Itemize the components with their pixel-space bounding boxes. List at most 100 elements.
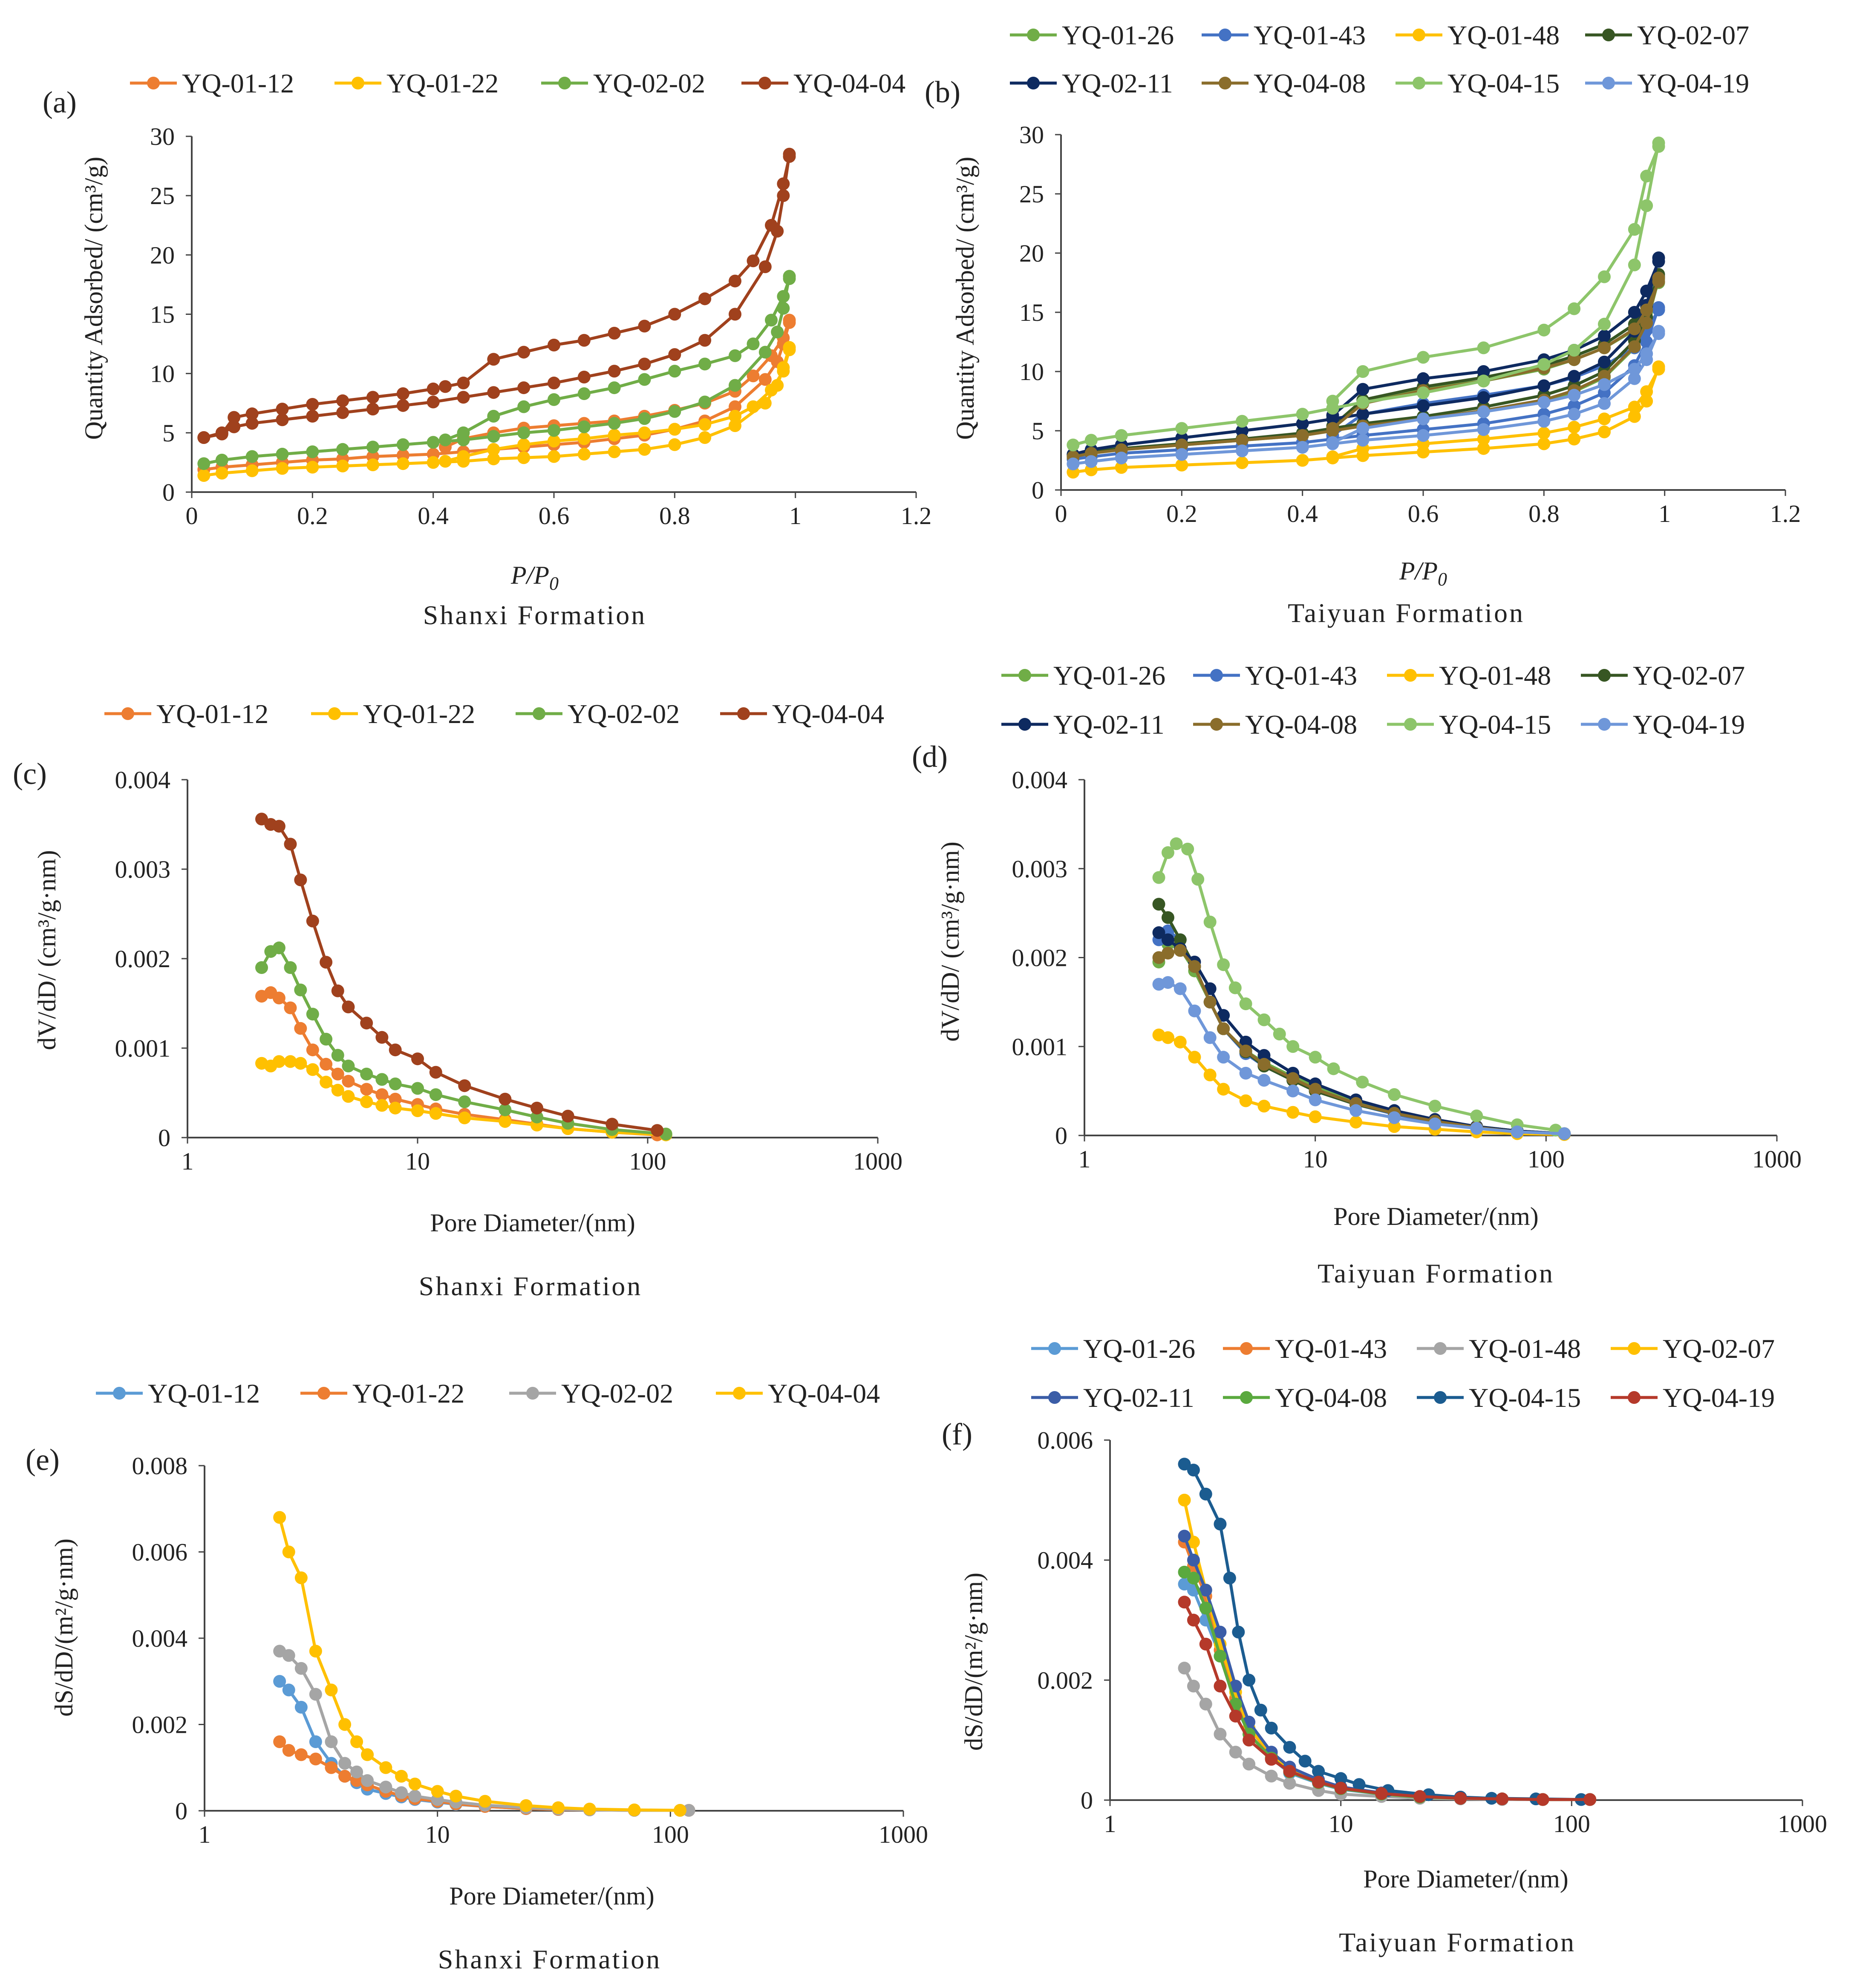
- panel-f-point-yq-04-08: [1178, 1565, 1191, 1579]
- panel-a-point-yq-02-02: [638, 412, 651, 425]
- panel-d-point-yq-04-08: [1217, 1022, 1230, 1035]
- panel-a-legend-label: YQ-01-12: [182, 68, 294, 98]
- panel-b-legend-swatch-marker: [1027, 29, 1040, 41]
- panel-a-point-yq-01-22: [439, 455, 452, 468]
- panel-e-xlabel: Pore Diameter/(nm): [449, 1882, 655, 1910]
- panel-a-xtick-label: 1.2: [901, 502, 932, 530]
- panel-b-xtick-label: 0.8: [1528, 500, 1560, 527]
- panel-c-point-yq-01-22: [411, 1104, 424, 1117]
- panel-e-point-yq-04-04: [431, 1785, 444, 1798]
- panel-f-point-yq-01-48: [1243, 1758, 1256, 1771]
- panel-b-legend-label: YQ-04-19: [1637, 68, 1749, 98]
- panel-a-point-yq-02-02: [439, 433, 452, 447]
- panel-b-point-yq-04-08: [1628, 322, 1641, 335]
- panel-f-point-yq-02-11: [1199, 1584, 1212, 1597]
- panel-e-legend-label: YQ-01-22: [352, 1378, 464, 1409]
- panel-d: (d) YQ-01-26 YQ-01-43 YQ-01-48 YQ-02-07YQ-0…: [912, 660, 1802, 1288]
- panel-b-point-yq-01-48: [1477, 442, 1490, 455]
- panel-e-point-yq-02-02: [682, 1804, 695, 1817]
- panel-a-ytick-label: 25: [150, 182, 175, 210]
- panel-e-point-yq-02-02: [408, 1789, 421, 1803]
- panel-a-xtick-label: 0: [186, 502, 198, 530]
- panel-c-legend-item: YQ-01-12: [104, 699, 268, 729]
- panel-b-point-yq-02-11: [1296, 417, 1309, 430]
- panel-a-legend: YQ-01-12 YQ-01-22 YQ-02-02 YQ-04-04: [130, 68, 905, 98]
- panel-e-legend-swatch-marker: [733, 1387, 746, 1400]
- panel-f-point-yq-04-15: [1199, 1487, 1212, 1501]
- panel-f-ytick-label: 0.002: [1038, 1666, 1093, 1694]
- panel-a-xtick-label: 0.4: [418, 502, 449, 530]
- panel-a-point-yq-01-22: [457, 450, 470, 463]
- panel-a-point-yq-02-02: [215, 453, 228, 467]
- panel-b-legend-label: YQ-01-43: [1254, 20, 1366, 50]
- panel-f-point-yq-04-08: [1199, 1602, 1212, 1615]
- panel-a-point-yq-02-02: [276, 447, 289, 461]
- panel-a-point-yq-02-02: [668, 365, 681, 378]
- panel-a-point-yq-02-02: [783, 272, 796, 285]
- panel-b-point-yq-04-08: [1296, 429, 1309, 442]
- panel-a-series-yq-04-04: [197, 147, 796, 444]
- panel-c-point-yq-01-12: [389, 1092, 402, 1106]
- panel-c-legend-item: YQ-04-04: [720, 699, 884, 729]
- panel-a-point-yq-04-04: [548, 376, 560, 389]
- panel-c-legend-label: YQ-01-12: [156, 699, 268, 729]
- panel-a-point-yq-01-12: [783, 314, 796, 327]
- panel-f-xtick-label: 1: [1104, 1810, 1116, 1838]
- panel-b-point-yq-04-19: [1417, 429, 1430, 442]
- panel-b-point-yq-01-48: [1236, 456, 1248, 470]
- panel-c-point-yq-01-12: [331, 1067, 344, 1080]
- panel-b-point-yq-04-19: [1084, 455, 1098, 468]
- panel-d-label: (d): [912, 740, 948, 774]
- panel-d-legend-label: YQ-02-11: [1053, 709, 1165, 740]
- panel-e-ytick-label: 0.006: [132, 1539, 188, 1566]
- panel-f-ytick-label: 0.006: [1038, 1426, 1093, 1454]
- panel-b-point-yq-04-08: [1652, 275, 1665, 288]
- panel-c-point-yq-01-12: [272, 991, 285, 1005]
- panel-a-point-yq-04-04: [577, 334, 591, 347]
- panel-b-point-yq-02-11: [1417, 399, 1430, 412]
- panel-f-series-yq-01-43: [1178, 1536, 1597, 1806]
- panel-c-point-yq-01-22: [331, 1083, 344, 1097]
- panel-a-xtick-label: 0.6: [539, 502, 570, 530]
- panel-d-point-yq-04-08: [1174, 944, 1187, 957]
- panel-d-point-yq-02-11: [1152, 926, 1165, 939]
- panel-e: (e) YQ-01-12 YQ-01-22 YQ-02-02 YQ-04-04 1 10…: [26, 1378, 928, 1974]
- panel-d-legend-label: YQ-02-07: [1633, 660, 1745, 691]
- panel-a-point-yq-04-04: [777, 189, 790, 202]
- panel-b-point-yq-04-15: [1296, 408, 1309, 421]
- panel-d-point-yq-04-19: [1257, 1074, 1271, 1087]
- panel-b-point-yq-04-19: [1067, 457, 1080, 470]
- panel-a-point-yq-01-22: [548, 435, 560, 448]
- panel-e-point-yq-04-04: [519, 1799, 533, 1812]
- panel-a-point-yq-04-04: [765, 219, 778, 232]
- panel-b-xtick-label: 0.2: [1166, 500, 1197, 527]
- panel-a-point-yq-04-04: [366, 403, 379, 416]
- panel-d-point-yq-01-48: [1239, 1094, 1252, 1107]
- panel-a-legend-item: YQ-02-02: [541, 68, 705, 98]
- panel-a-point-yq-02-02: [487, 430, 500, 443]
- panel-a-point-yq-02-02: [698, 395, 712, 409]
- panel-f-point-yq-04-15: [1178, 1458, 1191, 1471]
- panel-a-point-yq-04-04: [228, 420, 241, 433]
- panel-a-point-yq-01-22: [608, 445, 621, 458]
- panel-b-point-yq-04-19: [1115, 451, 1128, 464]
- panel-b-point-yq-04-15: [1417, 386, 1430, 400]
- panel-b-legend-item: YQ-01-48: [1396, 20, 1560, 50]
- panel-b-xtick-label: 1: [1658, 500, 1671, 527]
- panel-a-point-yq-02-02: [577, 420, 591, 433]
- panel-b-point-yq-02-11: [1477, 365, 1490, 378]
- panel-c-point-yq-04-04: [360, 1017, 373, 1030]
- panel-b-point-yq-04-19: [1356, 422, 1370, 435]
- panel-f-point-yq-04-19: [1312, 1775, 1325, 1789]
- panel-e-point-yq-04-04: [325, 1683, 338, 1697]
- panel-c-point-yq-01-22: [320, 1075, 333, 1089]
- panel-a-point-yq-01-22: [245, 464, 259, 477]
- panel-f-point-yq-04-19: [1229, 1709, 1242, 1723]
- panel-f-legend-label: YQ-02-07: [1663, 1334, 1775, 1364]
- panel-c-point-yq-04-04: [320, 956, 333, 969]
- panel-a-ylabel: Quantity Adsorbed/ (cm³/g): [80, 157, 108, 440]
- panel-b-ytick-label: 20: [1019, 239, 1044, 267]
- panel-e-legend-label: YQ-01-12: [148, 1378, 260, 1409]
- panel-a-point-yq-01-22: [783, 343, 796, 356]
- panel-f: (f) YQ-01-26 YQ-01-43 YQ-01-48 YQ-02-07YQ-0…: [942, 1334, 1827, 1957]
